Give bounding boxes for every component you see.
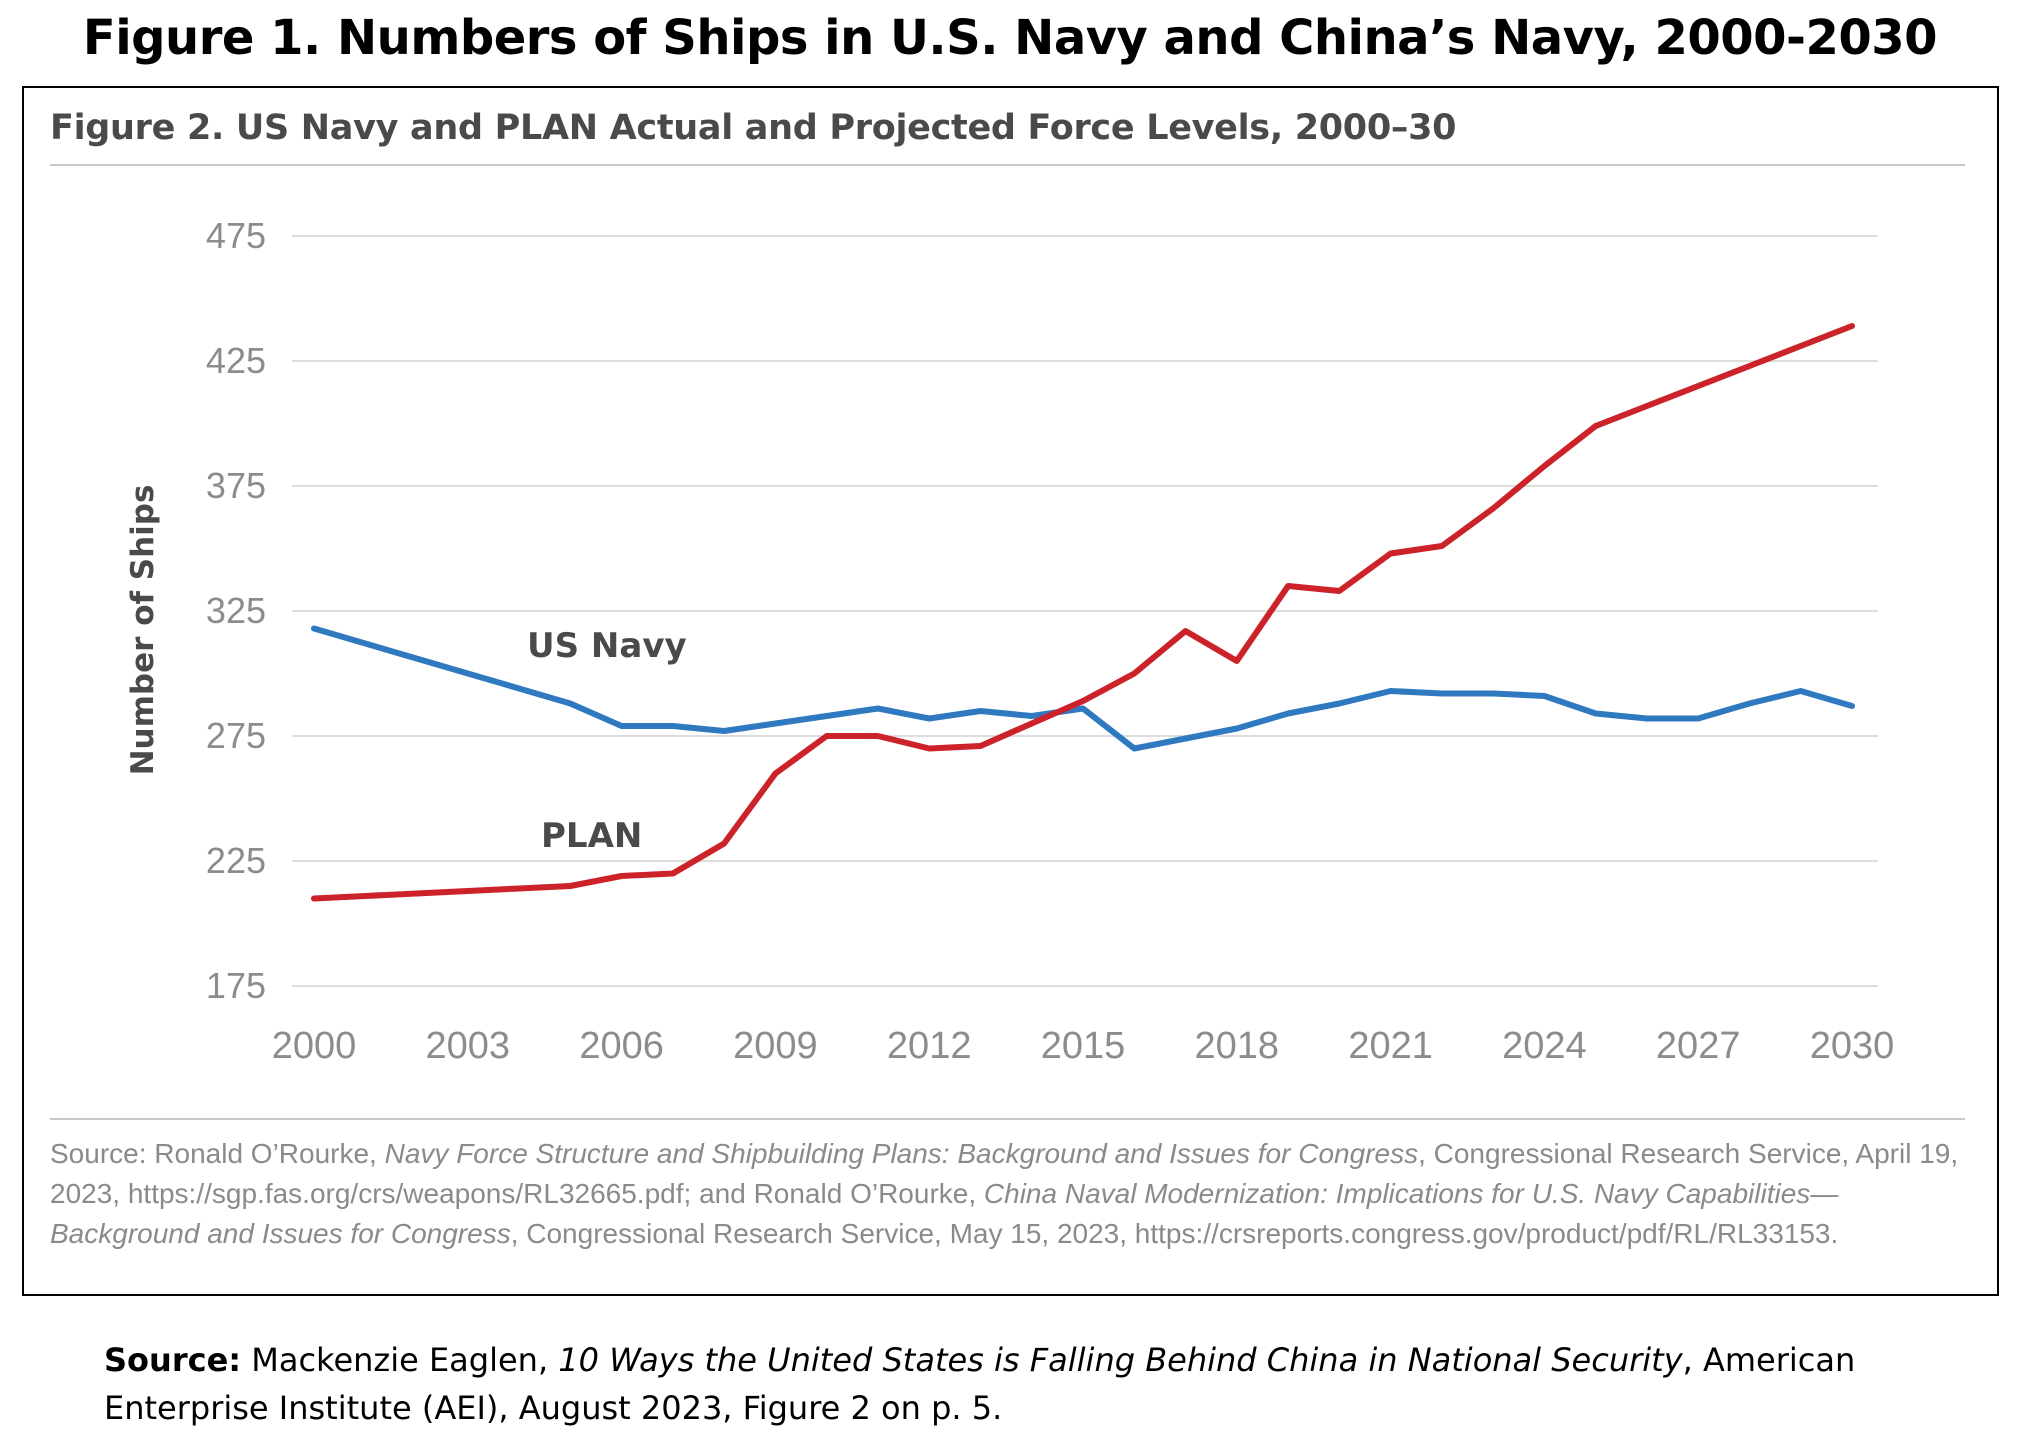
series-line-plan bbox=[311, 323, 1855, 902]
figure-title: Figure 1. Numbers of Ships in U.S. Navy … bbox=[82, 10, 1938, 66]
y-tick-label: 225 bbox=[206, 840, 266, 881]
source-note-title-1: Navy Force Structure and Shipbuilding Pl… bbox=[384, 1138, 1419, 1169]
series-label-us-navy: US Navy bbox=[527, 626, 687, 666]
x-tick-label: 2003 bbox=[426, 1025, 511, 1067]
y-tick-label: 275 bbox=[206, 715, 266, 756]
source-note-label: Source: bbox=[50, 1138, 147, 1169]
x-tick-label: 2006 bbox=[579, 1025, 664, 1067]
x-axis-ticks: 2000 2003 2006 2009 2012 2015 2018 2021 2024 2027… bbox=[272, 1025, 1895, 1067]
source-divider bbox=[50, 1118, 1965, 1120]
source-note-title-2: China Naval Modernization: Implications … bbox=[50, 1178, 1839, 1249]
x-tick-label: 2021 bbox=[1348, 1025, 1433, 1067]
series-label-plan: PLAN bbox=[541, 816, 642, 856]
source-note-details-2: , Congressional Research Service, May 15… bbox=[510, 1218, 1839, 1249]
y-tick-label: 375 bbox=[206, 465, 266, 506]
grid bbox=[292, 235, 1878, 987]
bottom-source-title: 10 Ways the United States is Falling Beh… bbox=[558, 1341, 1683, 1379]
x-tick-label: 2012 bbox=[887, 1025, 972, 1067]
source-note-details-1: , Congressional Research Service, April … bbox=[50, 1138, 1959, 1209]
chart-title: Figure 2. US Navy and PLAN Actual and Pr… bbox=[50, 108, 1457, 148]
x-tick-label: 2000 bbox=[272, 1025, 357, 1067]
y-axis-ticks: 475 425 375 325 275 225 175 bbox=[206, 215, 266, 1006]
source-note: Source: Ronald O’Rourke, Navy Force Stru… bbox=[50, 1134, 1970, 1254]
y-tick-label: 425 bbox=[206, 340, 266, 381]
series-line-us-navy bbox=[311, 625, 1855, 752]
x-tick-label: 2027 bbox=[1656, 1025, 1741, 1067]
y-tick-label: 475 bbox=[206, 215, 266, 256]
bottom-source-label: Source: bbox=[104, 1341, 242, 1379]
x-tick-label: 2024 bbox=[1502, 1025, 1587, 1067]
series-lines bbox=[311, 323, 1855, 902]
y-tick-label: 325 bbox=[206, 590, 266, 631]
x-tick-label: 2009 bbox=[733, 1025, 818, 1067]
y-axis-label: Number of Ships bbox=[125, 485, 161, 776]
bottom-source-details: , American Enterprise Institute (AEI), A… bbox=[104, 1341, 1856, 1427]
x-tick-label: 2018 bbox=[1195, 1025, 1280, 1067]
bottom-source-author: Mackenzie Eaglen, bbox=[251, 1341, 549, 1379]
bottom-source: Source: Mackenzie Eaglen, 10 Ways the Un… bbox=[104, 1336, 1934, 1432]
y-tick-label: 175 bbox=[206, 965, 266, 1006]
x-tick-label: 2030 bbox=[1810, 1025, 1895, 1067]
figure-frame bbox=[22, 86, 1999, 1296]
source-note-author-1: Ronald O’Rourke, bbox=[154, 1138, 377, 1169]
title-divider bbox=[50, 164, 1965, 166]
x-tick-label: 2015 bbox=[1041, 1025, 1126, 1067]
